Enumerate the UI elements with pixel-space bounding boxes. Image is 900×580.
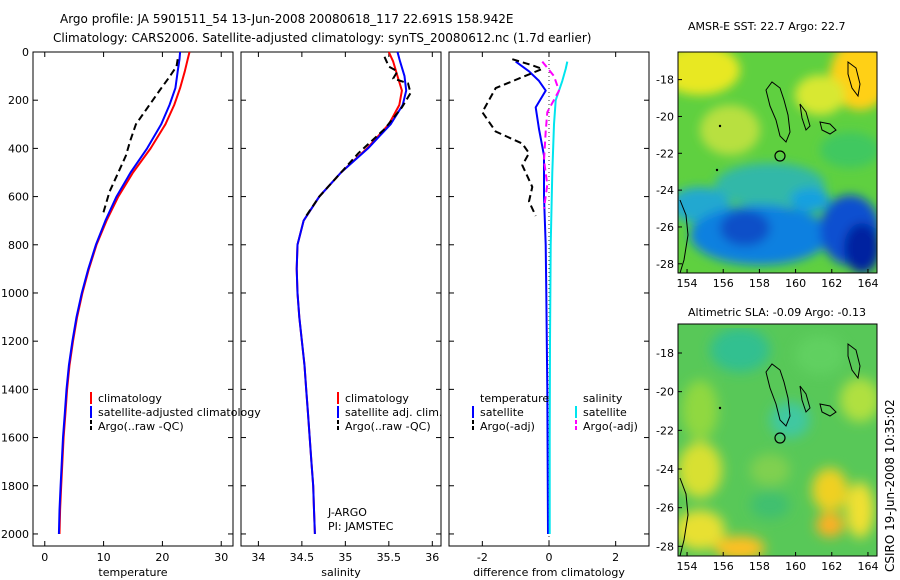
legend-label-climatology: climatology [98, 392, 162, 405]
y-tick-label: 1800 [1, 480, 29, 493]
x-tick-label: 30 [214, 551, 228, 564]
legend-header-temperature: temperature [480, 392, 549, 405]
y-tick-label: 2000 [1, 528, 29, 541]
series-line-temperature-satellite [515, 60, 549, 535]
y-tick-label: 400 [8, 142, 29, 155]
map-y-tick-label: -18 [656, 74, 674, 87]
sst-field [678, 52, 877, 273]
x-tick-label: 35 [338, 551, 352, 564]
map-x-tick-label: 164 [857, 277, 878, 290]
annotation-j-argo: J-ARGO [327, 506, 367, 519]
difference-panel: -2 0 2 difference from climatology [448, 51, 650, 579]
sla-map-panel: Altimetric SLA: -0.09 Argo: -0.13 [656, 306, 878, 573]
salinity-legend: climatology satellite adj. clim. Argo(..… [327, 392, 442, 533]
sla-map-frame [677, 323, 878, 557]
map-y-tick-label: -18 [656, 347, 674, 360]
y-tick-label: 0 [22, 46, 29, 59]
map-x-tick-label: 162 [821, 277, 842, 290]
map-y-tick-label: -24 [656, 184, 674, 197]
map-x-tick-label: 162 [821, 560, 842, 573]
x-tick-label: 2 [612, 551, 619, 564]
y-tick-label: 1600 [1, 432, 29, 445]
sla-map-title: Altimetric SLA: -0.09 Argo: -0.13 [688, 306, 866, 319]
x-axis-label: salinity [321, 566, 361, 579]
sla-field [678, 324, 877, 556]
sst-map-frame [677, 51, 878, 274]
x-tick-label: 36 [425, 551, 439, 564]
map-x-tick-label: 158 [749, 560, 770, 573]
temperature-legend: climatology satellite-adjusted climatolo… [90, 392, 261, 433]
map-x-tick-label: 154 [677, 277, 698, 290]
sst-map-panel: AMSR-E SST: 22.7 Argo: 22.7 [656, 20, 878, 290]
y-tick-label: 200 [8, 94, 29, 107]
map-y-tick-label: -20 [656, 386, 674, 399]
map-x-tick-label: 156 [713, 560, 734, 573]
x-tick-label: -2 [477, 551, 488, 564]
difference-legend: temperature salinity satellite Argo(-adj… [472, 392, 638, 433]
x-tick-label: 34.5 [290, 551, 315, 564]
temperature-axes-frame [32, 51, 234, 547]
map-y-tick-label: -26 [656, 502, 674, 515]
salinity-axes-frame [240, 51, 442, 547]
series-line-argo-raw-qc [101, 59, 179, 217]
x-tick-label: 10 [97, 551, 111, 564]
map-y-tick-label: -28 [656, 258, 674, 271]
legend-header-salinity: salinity [583, 392, 623, 405]
salinity-panel: 34 34.5 35 35.5 36 salinity [240, 51, 442, 579]
temperature-panel: 0 10 20 30 temperature 0 200 400 600 800 1000 1200 1… [1, 46, 234, 579]
series-line-temperature-argo-adj [481, 58, 544, 217]
series-line-climatology [58, 51, 191, 535]
map-x-tick-label: 164 [857, 560, 878, 573]
map-x-tick-label: 160 [785, 277, 806, 290]
x-tick-label: 34 [251, 551, 265, 564]
x-tick-label: 20 [155, 551, 169, 564]
map-y-tick-label: -26 [656, 221, 674, 234]
series-line-salinity-argo-adj [541, 60, 560, 209]
y-tick-label: 1400 [1, 383, 29, 396]
series-line-argo-raw-qc [305, 56, 412, 217]
x-tick-label: 0 [41, 551, 48, 564]
map-y-tick-label: -20 [656, 110, 674, 123]
series-line-satellite-adj-clim [295, 51, 408, 535]
series-line-satellite-adjusted-climatology [57, 51, 182, 535]
map-x-tick-label: 160 [785, 560, 806, 573]
map-x-tick-label: 154 [677, 560, 698, 573]
series-line-salinity-satellite [548, 61, 569, 534]
series-line-climatology [295, 51, 403, 535]
x-axis-label: temperature [98, 566, 167, 579]
legend-label-argo: Argo(..raw -QC) [98, 420, 184, 433]
legend-label-climatology: climatology [345, 392, 409, 405]
legend-label-temp-argo: Argo(-adj) [480, 420, 535, 433]
legend-label-argo: Argo(..raw -QC) [345, 420, 431, 433]
map-y-tick-label: -28 [656, 540, 674, 553]
legend-label-temp-satellite: satellite [480, 406, 524, 419]
x-tick-label: 35.5 [377, 551, 402, 564]
legend-label-satellite-adjusted: satellite-adjusted climatology [98, 406, 261, 419]
x-tick-label: 0 [546, 551, 553, 564]
argo-position-marker [774, 432, 786, 444]
map-y-tick-label: -22 [656, 147, 674, 160]
legend-label-satellite-adj: satellite adj. clim. [345, 406, 442, 419]
y-tick-label: 600 [8, 191, 29, 204]
map-x-tick-label: 158 [749, 277, 770, 290]
y-tick-label: 800 [8, 239, 29, 252]
map-y-tick-label: -22 [656, 424, 674, 437]
y-tick-label: 1200 [1, 335, 29, 348]
map-x-tick-label: 156 [713, 277, 734, 290]
csiro-timestamp: CSIRO 19-Jun-2008 10:35:02 [883, 399, 897, 572]
y-tick-label: 1000 [1, 287, 29, 300]
legend-label-sal-satellite: satellite [583, 406, 627, 419]
argo-position-marker [774, 150, 786, 162]
x-axis-label: difference from climatology [473, 566, 625, 579]
legend-label-sal-argo: Argo(-adj) [583, 420, 638, 433]
map-y-tick-label: -24 [656, 463, 674, 476]
sst-map-title: AMSR-E SST: 22.7 Argo: 22.7 [688, 20, 846, 33]
title-line-1: Argo profile: JA 5901511_54 13-Jun-2008 … [60, 12, 513, 26]
annotation-pi: PI: JAMSTEC [328, 520, 394, 533]
title-line-2: Climatology: CARS2006. Satellite-adjuste… [53, 31, 591, 45]
